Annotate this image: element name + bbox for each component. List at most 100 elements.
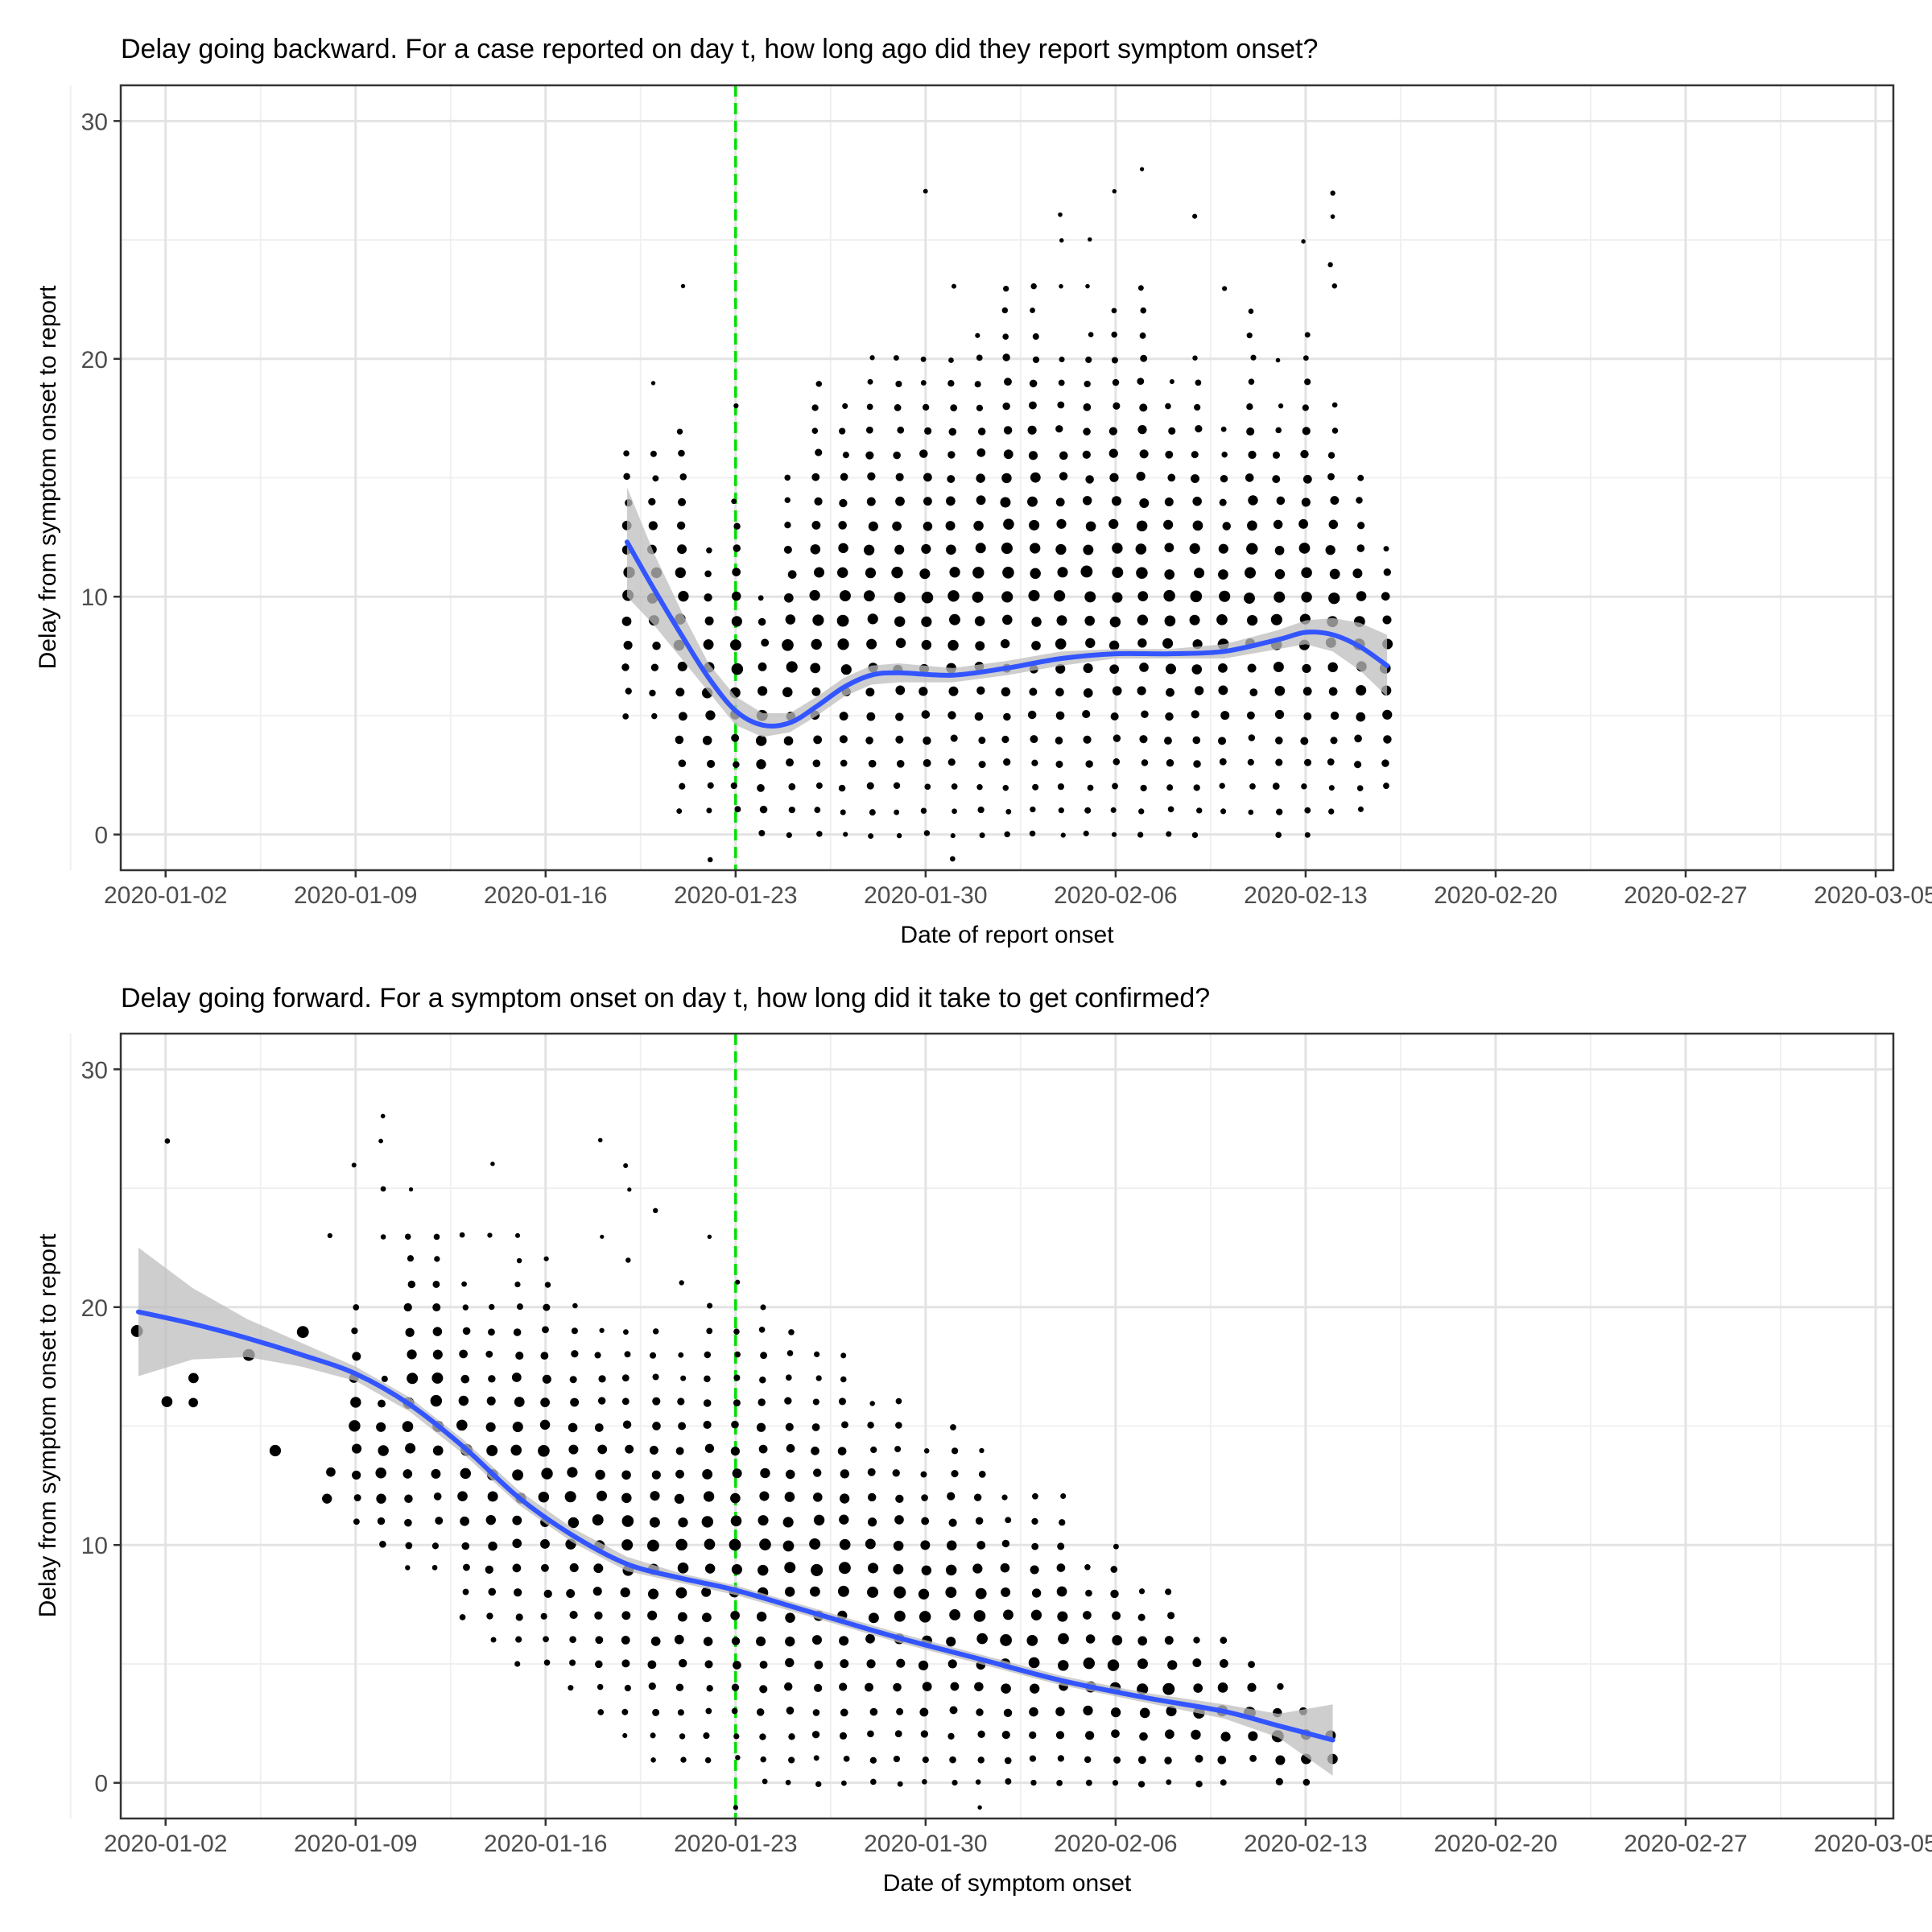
x-tick-label: 2020-01-02 [104,1831,227,1857]
data-point [515,1636,522,1643]
data-point [1272,475,1281,484]
data-point [1111,1729,1120,1738]
data-point [621,1397,630,1406]
data-point [568,1685,574,1691]
data-point [1141,710,1149,718]
data-point [1026,1635,1038,1646]
data-point [1163,589,1175,602]
data-point [1107,1659,1120,1671]
data-point [1247,520,1257,531]
data-point [730,1492,741,1504]
data-point [703,1491,715,1502]
data-point [542,1374,551,1384]
data-point [511,1373,522,1382]
data-point [353,1304,360,1311]
data-point [1060,832,1066,838]
data-point [541,1468,553,1480]
data-point [1166,1779,1172,1785]
data-point [405,1542,413,1550]
data-point [921,616,932,627]
data-point [1383,568,1391,576]
data-point [623,1329,629,1335]
data-point [734,806,741,813]
data-point [597,1683,604,1690]
data-point [734,1351,741,1358]
data-point [1246,543,1258,555]
data-point [784,1397,792,1405]
data-point [489,1303,495,1311]
data-point [948,427,957,436]
data-point [895,496,905,506]
data-point [431,1372,444,1384]
data-point [405,1443,416,1454]
data-point [731,1637,741,1645]
y-tick-label: 30 [81,109,108,135]
data-point [895,473,904,481]
data-point [652,475,659,482]
data-point [919,687,928,696]
data-point [1139,332,1146,339]
data-point [1276,496,1286,506]
data-point [1082,710,1091,719]
data-point [759,1685,768,1694]
data-point [625,687,632,695]
data-point [867,1492,877,1502]
data-point [380,1113,386,1119]
data-point [868,1563,879,1574]
data-point [1218,663,1228,673]
data-point [1059,283,1063,289]
data-point [1190,590,1203,603]
data-point [1330,711,1340,720]
data-point [947,1659,957,1669]
data-point [892,521,902,531]
data-point [867,472,876,481]
data-point [1327,758,1335,766]
data-point [1055,638,1067,650]
data-point [811,1423,820,1431]
data-point [543,1659,551,1666]
data-point [1083,1611,1092,1620]
data-point [1302,663,1311,674]
data-point [677,1709,684,1716]
data-point [405,1565,411,1571]
data-point [1112,686,1122,696]
data-point [1382,615,1392,625]
data-point [841,1421,848,1429]
data-point [514,1397,525,1407]
data-point [811,1563,824,1576]
data-point [621,663,630,671]
data-point [1001,1683,1011,1694]
data-point [866,638,877,650]
data-point [866,712,876,721]
data-point [706,547,712,554]
data-point [813,1514,825,1525]
data-point [1220,808,1227,815]
data-point [1381,759,1389,767]
data-point [543,1303,551,1311]
data-point [893,782,901,790]
data-point [1112,1611,1121,1620]
data-point [1110,712,1119,721]
data-point [1248,809,1254,815]
data-point [1136,472,1146,481]
data-point [1217,1755,1227,1765]
data-point [1084,591,1096,603]
data-point [838,521,847,530]
x-tick-label: 2020-02-13 [1244,882,1367,909]
data-point [1111,357,1118,364]
data-point [568,1517,580,1529]
x-tick-label: 2020-01-23 [674,882,797,909]
data-point [1001,687,1011,697]
data-point [621,1659,630,1668]
data-point [1001,591,1013,603]
data-point [978,737,986,745]
data-point [1001,1539,1010,1548]
data-point [1191,451,1199,459]
data-point [598,1375,606,1383]
data-point [1002,785,1009,791]
data-point [976,495,986,506]
data-point [703,1420,712,1430]
data-point [648,521,658,530]
data-point [811,1731,820,1739]
data-point [1055,425,1063,433]
